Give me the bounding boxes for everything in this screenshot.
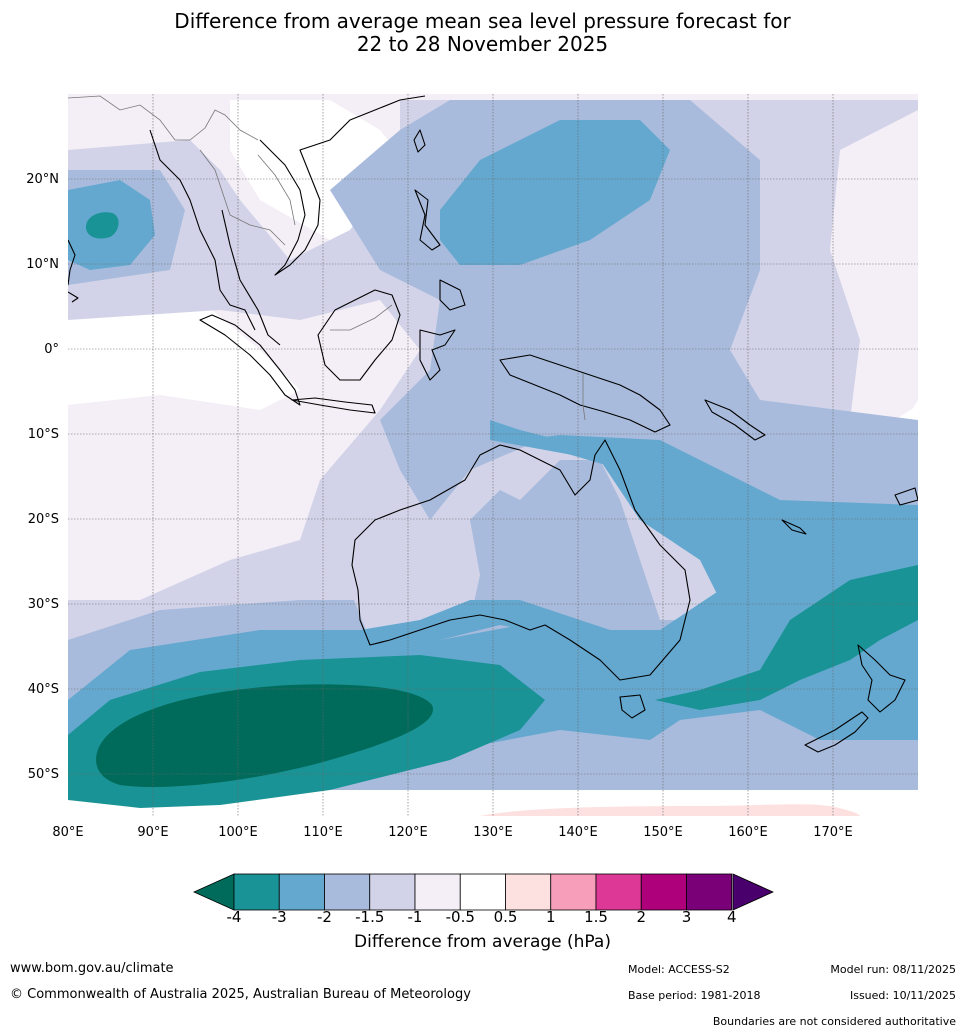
coast-australia [351, 439, 691, 681]
colorbar-tick-label: -0.5 [446, 908, 475, 926]
x-axis: 80°E 90°E 100°E 110°E 120°E 130°E 140°E … [52, 825, 852, 840]
border-borneo [330, 304, 393, 331]
coast-nz-north [857, 644, 906, 713]
colorbar-cell [369, 873, 416, 911]
y-tick-label: 10°N [26, 257, 59, 272]
y-axis: 20°N 10°N 0° 10°S 20°S 30°S 40°S 50°S [26, 172, 59, 782]
coast-tasmania [619, 694, 646, 719]
x-tick-label: 90°E [137, 825, 168, 840]
colorbar-arrow-high [732, 873, 774, 911]
colorbar-tick-label: 3 [682, 908, 692, 926]
colorbar-tick-label: -1 [408, 908, 423, 926]
colorbar-tick-label: 1.5 [584, 908, 608, 926]
colorbar-cell [233, 873, 280, 911]
x-tick-label: 140°E [558, 825, 598, 840]
title-line-2: 22 to 28 November 2025 [356, 32, 609, 56]
pressure-anomaly-map: 80°E 90°E 100°E 110°E 120°E 130°E 140°E … [26, 94, 918, 840]
coast-indochina [259, 95, 426, 276]
colorbar-cell [686, 873, 733, 911]
band-minus4-to-minus3-nw [86, 212, 119, 239]
coast-india [68, 239, 76, 286]
band-below-minus4 [96, 684, 434, 788]
x-tick-label: 120°E [388, 825, 428, 840]
border-asia-3 [257, 154, 296, 226]
coast-mindanao [439, 279, 466, 311]
coast-solomon [704, 399, 766, 441]
footer-model: Model: ACCESS-S2 [628, 963, 730, 976]
footer-issued: Issued: 10/11/2025 [849, 989, 956, 1002]
coast-sri-lanka [68, 291, 79, 303]
country-borders [68, 95, 586, 421]
band-positive-south [480, 804, 860, 816]
y-tick-label: 30°S [28, 597, 59, 612]
y-tick-label: 50°S [28, 767, 59, 782]
x-tick-label: 150°E [643, 825, 683, 840]
colorbar-tick-label: 0.5 [494, 908, 518, 926]
border-asia-1 [68, 95, 259, 141]
footer-base-period: Base period: 1981-2018 [628, 989, 761, 1002]
band-minus3-to-minus2-north [440, 120, 670, 265]
coast-java [291, 397, 376, 414]
coast-taiwan [413, 129, 426, 153]
colorbar-cell [550, 873, 597, 911]
x-tick-label: 80°E [52, 825, 83, 840]
coastlines [68, 95, 918, 753]
footer-url: www.bom.gov.au/climate [10, 961, 174, 976]
colorbar-arrow-low [193, 873, 235, 911]
chart-title: Difference from average mean sea level p… [0, 10, 965, 56]
y-tick-label: 20°N [26, 172, 59, 187]
y-tick-label: 40°S [28, 682, 59, 697]
coast-new-guinea [499, 354, 671, 433]
band-minus3-to-minus2-south [68, 420, 760, 720]
colorbar-cell [595, 873, 642, 911]
x-tick-label: 170°E [813, 825, 853, 840]
y-tick-label: 0° [44, 342, 59, 357]
coast-nz-south [804, 711, 869, 753]
coast-myanmar [149, 129, 256, 331]
y-tick-label: 10°S [28, 427, 59, 442]
x-tick-label: 100°E [218, 825, 258, 840]
x-tick-label: 130°E [473, 825, 513, 840]
title-line-1: Difference from average mean sea level p… [174, 9, 791, 33]
coast-new-caledonia [781, 519, 807, 535]
coast-sumatra [199, 314, 301, 406]
coast-malay-peninsula [221, 209, 281, 346]
x-tick-label: 160°E [728, 825, 768, 840]
colorbar-cell [640, 873, 687, 911]
footer-model-run: Model run: 08/11/2025 [830, 963, 956, 976]
colorbar-tick-label: -1.5 [355, 908, 384, 926]
coast-sulawesi [419, 329, 456, 381]
border-new-guinea [582, 373, 586, 421]
colorbar-tick-label: 1 [546, 908, 556, 926]
coast-fiji [894, 487, 918, 506]
graticule [68, 94, 918, 816]
y-tick-label: 20°S [28, 512, 59, 527]
colorbar-cell [324, 873, 371, 911]
colorbar-cell [505, 873, 552, 911]
colorbar-title: Difference from average (hPa) [354, 932, 611, 952]
x-tick-label: 110°E [303, 825, 343, 840]
band-near-average-patch-1 [68, 300, 300, 410]
colorbar-tick-label: -4 [227, 908, 242, 926]
colorbar-tick-label: 2 [636, 908, 646, 926]
colorbar-tick-label: -3 [272, 908, 287, 926]
coast-borneo [317, 289, 401, 381]
colorbar-cell [459, 873, 506, 911]
colorbar-cell [414, 873, 461, 911]
border-asia-2 [199, 149, 286, 246]
coast-luzon [414, 189, 441, 251]
colorbar-tick-label: -2 [317, 908, 332, 926]
band-minus4-to-minus3-tasman [655, 565, 918, 710]
footer-disclaimer: Boundaries are not considered authoritat… [712, 1015, 956, 1028]
colorbar-cell [278, 873, 325, 911]
colorbar-tick-label: 4 [727, 908, 737, 926]
footer-copyright: © Commonwealth of Australia 2025, Austra… [10, 987, 471, 1002]
